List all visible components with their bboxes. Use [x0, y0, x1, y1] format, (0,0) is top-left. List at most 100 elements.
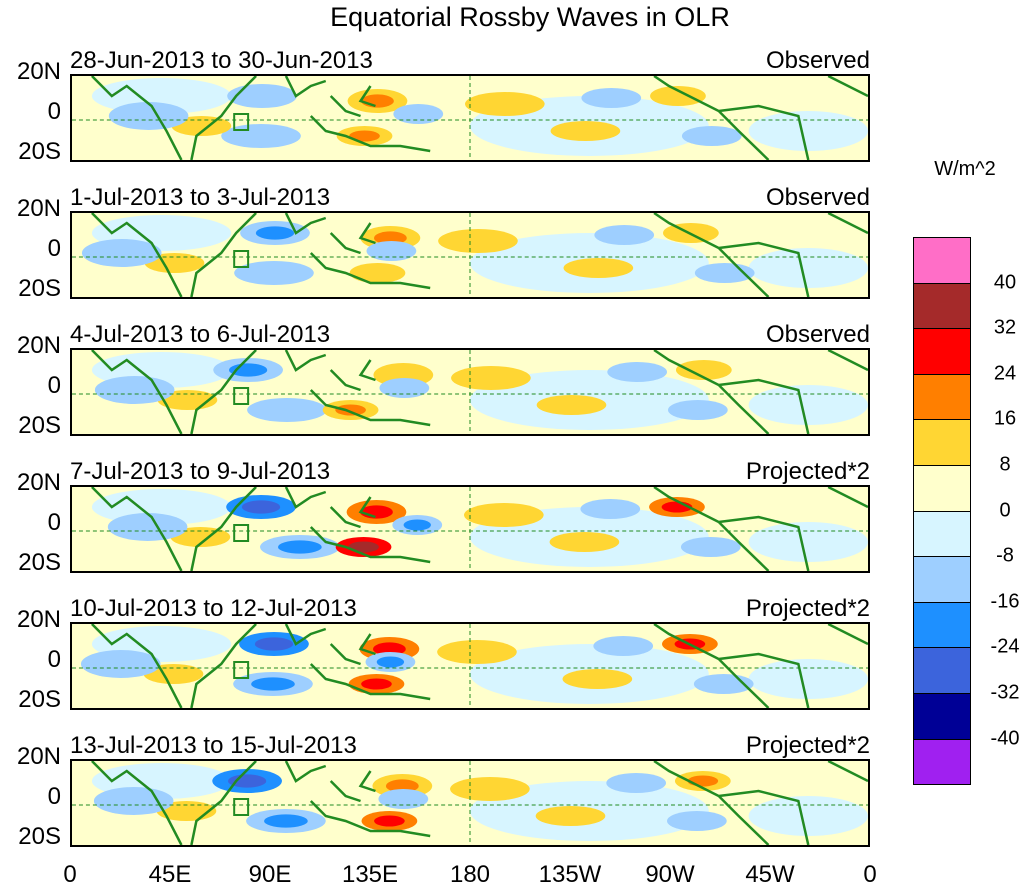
longitude-label: 135W: [538, 861, 602, 888]
anomaly-region: [438, 229, 518, 253]
legend-swatch: [914, 420, 970, 466]
anomaly-region: [349, 263, 406, 283]
latitude-label: 20N: [16, 332, 61, 359]
panel-kind-label: Observed: [765, 321, 870, 348]
reference-box: [233, 661, 250, 679]
reference-box: [233, 524, 250, 542]
anomaly-region: [681, 126, 742, 146]
anomaly-region: [694, 263, 755, 283]
longitude-label: 45W: [745, 861, 795, 888]
anomaly-region: [107, 513, 188, 541]
anomaly-region: [606, 773, 667, 793]
legend-unit: W/m^2: [934, 158, 996, 180]
anomaly-core: [254, 637, 294, 651]
longitude-label: 135E: [341, 861, 399, 888]
anomaly-core: [403, 519, 431, 531]
anomaly-region: [675, 360, 732, 380]
anomaly-region: [450, 777, 530, 801]
legend-tick-label: 0: [999, 499, 1011, 522]
panel-kind-label: Projected*2: [745, 595, 870, 622]
anomaly-core: [348, 541, 379, 553]
latitude-label: 20S: [18, 412, 61, 439]
legend-swatch: [914, 466, 970, 512]
anomaly-region: [594, 225, 655, 245]
anomaly-region: [607, 362, 668, 382]
legend-swatch: [914, 557, 970, 603]
legend-tick-label: 24: [993, 362, 1017, 385]
panel-date-range: 13-Jul-2013 to 15-Jul-2013: [70, 732, 357, 759]
legend-swatch: [914, 602, 970, 649]
anomaly-region: [464, 503, 544, 527]
anomaly-region: [562, 669, 633, 689]
anomaly-region: [535, 806, 606, 826]
olr-anomaly-map: [70, 348, 870, 436]
anomaly-core: [376, 656, 405, 668]
panel-kind-label: Observed: [765, 47, 870, 74]
map-panel: 1-Jul-2013 to 3-Jul-2013 Observed 20N 0 20S: [0, 185, 1021, 320]
olr-anomaly-map: [70, 485, 870, 573]
panel-date-range: 4-Jul-2013 to 6-Jul-2013: [70, 321, 331, 348]
latitude-label: 20N: [16, 469, 61, 496]
latitude-label: 20S: [18, 823, 61, 850]
legend-tick-label: -32: [990, 681, 1020, 704]
anomaly-region: [580, 499, 641, 519]
anomaly-core: [385, 779, 419, 793]
anomaly-region: [465, 92, 545, 116]
anomaly-region: [563, 258, 634, 278]
panel-date-range: 7-Jul-2013 to 9-Jul-2013: [70, 458, 331, 485]
latitude-label: 20S: [18, 138, 61, 165]
anomaly-region: [393, 104, 444, 124]
legend-swatch: [914, 648, 970, 694]
latitude-label: 0: [47, 783, 61, 810]
map-panel: 10-Jul-2013 to 12-Jul-2013 Projected*2 20N…: [0, 596, 1021, 731]
legend-swatch: [914, 694, 970, 740]
legend-tick-label: 8: [999, 453, 1011, 476]
anomaly-region: [549, 532, 620, 552]
anomaly-region: [366, 241, 417, 261]
reference-box: [233, 387, 250, 405]
anomaly-region: [536, 395, 607, 415]
map-panel: 4-Jul-2013 to 6-Jul-2013 Observed 20N 0 20S: [0, 322, 1021, 457]
anomaly-region: [234, 261, 314, 285]
latitude-label: 20N: [16, 743, 61, 770]
longitude-label: 0: [863, 861, 877, 888]
latitude-label: 0: [47, 98, 61, 125]
anomaly-core: [361, 94, 394, 108]
anomaly-core: [373, 231, 407, 245]
longitude-label: 45E: [148, 861, 192, 888]
legend-tick-label: 40: [993, 271, 1017, 294]
anomaly-core: [241, 500, 281, 514]
anomaly-region: [80, 650, 161, 678]
anomaly-core: [277, 540, 322, 554]
anomaly-region: [247, 398, 327, 422]
anomaly-region: [581, 88, 642, 108]
anomaly-core: [374, 815, 405, 827]
latitude-label: 0: [47, 509, 61, 536]
latitude-label: 20N: [16, 195, 61, 222]
anomaly-region: [593, 636, 654, 656]
longitude-label: 0: [63, 861, 77, 888]
anomaly-region: [227, 84, 297, 108]
anomaly-core: [227, 774, 267, 788]
panel-kind-label: Observed: [765, 184, 870, 211]
legend-swatch: [914, 374, 970, 421]
anomaly-region: [143, 664, 204, 684]
anomaly-core: [372, 642, 406, 656]
anomaly-region: [680, 537, 741, 557]
panel-kind-label: Projected*2: [745, 732, 870, 759]
anomaly-region: [108, 102, 189, 130]
legend-tick-label: -24: [990, 635, 1020, 658]
legend-swatch: [914, 283, 970, 330]
anomaly-core: [251, 677, 295, 691]
olr-anomaly-map: [70, 622, 870, 710]
panel-date-range: 28-Jun-2013 to 30-Jun-2013: [70, 47, 373, 74]
legend-swatch: [914, 329, 970, 375]
latitude-label: 20S: [18, 549, 61, 576]
longitude-label: 90E: [248, 861, 292, 888]
latitude-label: 0: [47, 372, 61, 399]
reference-box: [233, 113, 250, 131]
anomaly-core: [349, 130, 380, 142]
anomaly-core: [264, 814, 308, 828]
anomaly-region: [437, 640, 517, 664]
anomaly-region: [667, 811, 727, 831]
